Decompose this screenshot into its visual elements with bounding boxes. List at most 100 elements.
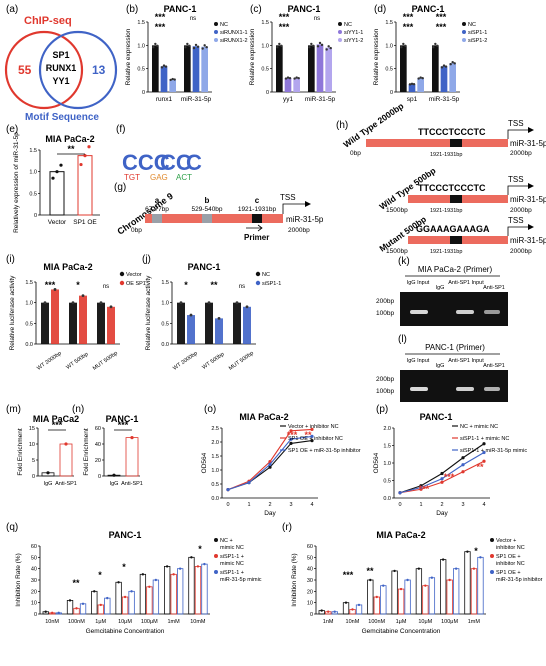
y-tick-label: 0.5 xyxy=(25,321,33,327)
data-point xyxy=(171,77,174,81)
data-point xyxy=(106,596,109,600)
bar xyxy=(233,302,241,344)
legend-label: siYY1-2 xyxy=(344,38,363,44)
x-tick-label: WT 500bp xyxy=(201,351,225,370)
y-axis-label: OD564 xyxy=(373,452,380,473)
x-tick-label: Anti-SP1 xyxy=(55,481,77,487)
data-point xyxy=(327,610,330,613)
legend-marker xyxy=(214,570,218,574)
x-tick-label: 10nM xyxy=(45,619,59,625)
data-point xyxy=(466,550,469,553)
data-point xyxy=(419,485,423,490)
y-axis-label: Relatively expression of miR-31-5p xyxy=(13,132,20,233)
construct-seq: TTCCCTCCCTC xyxy=(418,127,486,137)
data-point xyxy=(207,301,211,305)
data-point xyxy=(184,46,187,49)
panel-h-label: (h) xyxy=(336,120,348,131)
data-point xyxy=(64,442,68,446)
chart-title: PANC-1 xyxy=(412,4,445,14)
gel-image xyxy=(400,292,508,326)
legend-label: siYY1-1 xyxy=(344,30,363,36)
data-point xyxy=(408,83,412,86)
construct-start: 1500bp xyxy=(386,207,408,214)
legend-label: inhibitor NC xyxy=(496,561,525,567)
bar xyxy=(408,84,416,92)
data-point xyxy=(51,176,55,180)
data-point xyxy=(130,590,133,593)
data-point xyxy=(201,47,204,50)
data-point xyxy=(398,491,402,495)
bar xyxy=(428,577,436,615)
x-tick-label: miR-31-5p xyxy=(305,96,336,103)
legend-label: siSP1-2 xyxy=(468,38,487,44)
data-point xyxy=(68,599,72,602)
construct-start: 0bp xyxy=(350,150,361,157)
x-tick-label: 4 xyxy=(482,502,485,508)
construct-start: 1500bp xyxy=(386,248,408,255)
site-b-box xyxy=(202,214,212,223)
panel-label: (b) xyxy=(126,4,138,15)
data-point xyxy=(318,41,322,45)
chart-title: MIA PaCa-2 xyxy=(45,134,94,144)
panel-f: (f) CCC CC C TGT GAG ACT xyxy=(116,124,202,182)
lane-label: Anti-SP1 Input xyxy=(448,358,484,364)
data-point xyxy=(440,477,444,481)
legend-label: siSP1-1 + miR-31-5p mimic xyxy=(460,448,527,454)
y-axis-label: Relative expression xyxy=(373,28,380,85)
x-tick-label: Vector xyxy=(48,219,67,226)
y-tick-label: 50 xyxy=(307,555,313,561)
legend-label: miR-31-5p mimic xyxy=(220,577,262,583)
x-tick-label: 100μM xyxy=(441,619,458,625)
bar xyxy=(41,302,49,344)
legend-label: siSP1-1 xyxy=(262,281,281,287)
data-point xyxy=(288,76,292,80)
bar xyxy=(342,602,350,615)
y-tick-label: 0 xyxy=(142,90,145,96)
legend-label: siSP1-1 + xyxy=(220,554,244,560)
significance-mark: *** xyxy=(287,430,298,440)
construct-mut-500: Mutant 500bp GGAAAGAAAGA 1500bp 1921-193… xyxy=(377,214,546,255)
legend-marker xyxy=(255,271,261,277)
x-tick-label: WT 500bp xyxy=(65,351,89,370)
x-tick-label: 100nM xyxy=(68,619,85,625)
legend-marker xyxy=(462,38,466,42)
panel-h: (h) Wild Type 2000bp TTCCCTCCCTC 0bp 192… xyxy=(336,101,546,255)
site-b-range: 529-540bp xyxy=(191,206,222,213)
x-tick-label: 10μM xyxy=(118,619,132,625)
bar xyxy=(400,45,407,92)
significance-mark: * xyxy=(184,280,188,290)
legend-label: Vector + inhibitor NC xyxy=(288,424,339,430)
data-point xyxy=(453,62,456,65)
data-point xyxy=(410,82,414,86)
data-point xyxy=(205,45,208,49)
data-point xyxy=(297,76,300,80)
bar xyxy=(188,556,195,615)
bar xyxy=(91,590,98,615)
axis-line xyxy=(103,428,140,477)
bar xyxy=(152,579,160,615)
construct-seq: TTCCCTCCCTC xyxy=(418,183,486,193)
legend-label: NC + xyxy=(220,538,233,544)
data-point xyxy=(312,44,315,47)
bar xyxy=(51,289,59,344)
tss-arrow xyxy=(282,203,305,214)
y-tick-label: 1.5 xyxy=(383,444,391,450)
bar xyxy=(177,302,185,344)
data-point xyxy=(461,463,465,467)
x-tick-label: 10mM xyxy=(190,619,206,625)
data-point xyxy=(186,42,189,46)
data-point xyxy=(226,488,230,492)
construct-tss: TSS xyxy=(508,216,524,225)
chart-title: PANC-1 xyxy=(288,4,321,14)
data-point xyxy=(375,595,378,599)
legend-marker xyxy=(214,30,218,34)
legend-marker xyxy=(490,538,494,542)
y-tick-label: 2.0 xyxy=(383,426,391,432)
legend-label: inhibitor NC xyxy=(496,545,525,551)
panel-l: (l) PANC-1 (Primer) IgG Input IgG Anti-S… xyxy=(376,334,508,402)
x-tick-label: MUT 500bp xyxy=(92,351,119,372)
svg-text:TGT: TGT xyxy=(124,173,140,182)
data-point xyxy=(57,611,60,615)
construct-bar xyxy=(366,139,508,147)
